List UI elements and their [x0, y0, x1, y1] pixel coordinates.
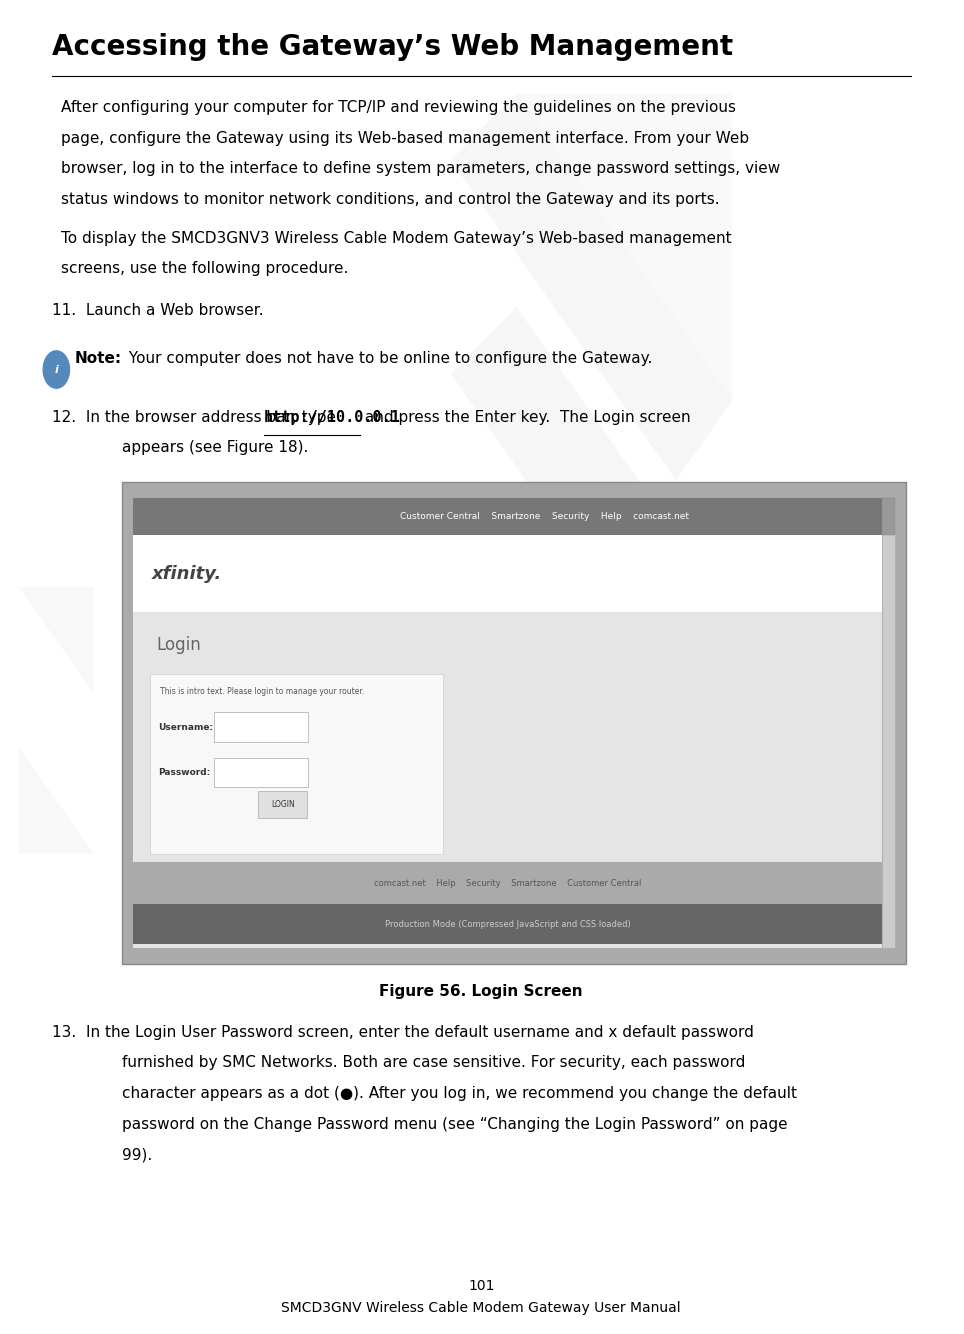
Text: xfinity.: xfinity. — [152, 564, 223, 583]
FancyBboxPatch shape — [122, 482, 906, 964]
Text: LOGIN: LOGIN — [271, 800, 295, 808]
FancyBboxPatch shape — [258, 791, 308, 818]
Text: browser, log in to the interface to define system parameters, change password se: browser, log in to the interface to defi… — [61, 161, 780, 176]
FancyBboxPatch shape — [150, 674, 443, 854]
Text: status windows to monitor network conditions, and control the Gateway and its po: status windows to monitor network condit… — [61, 192, 720, 207]
Text: Note:: Note: — [75, 351, 122, 366]
FancyBboxPatch shape — [882, 498, 895, 535]
Text: Production Mode (Compressed JavaScript and CSS loaded): Production Mode (Compressed JavaScript a… — [385, 920, 630, 928]
Text: Your computer does not have to be online to configure the Gateway.: Your computer does not have to be online… — [124, 351, 653, 366]
Text: appears (see Figure 18).: appears (see Figure 18). — [122, 440, 308, 455]
FancyBboxPatch shape — [882, 498, 895, 948]
Text: 13.  In the Login User Password screen, enter the default username and x default: 13. In the Login User Password screen, e… — [52, 1025, 754, 1039]
Circle shape — [43, 351, 69, 388]
Text: furnished by SMC Networks. Both are case sensitive. For security, each password: furnished by SMC Networks. Both are case… — [122, 1055, 745, 1070]
Text: Figure 56. Login Screen: Figure 56. Login Screen — [380, 984, 583, 999]
Polygon shape — [206, 834, 281, 880]
FancyBboxPatch shape — [133, 862, 882, 904]
Text: After configuring your computer for TCP/IP and reviewing the guidelines on the p: After configuring your computer for TCP/… — [61, 100, 736, 115]
Polygon shape — [451, 307, 733, 694]
FancyBboxPatch shape — [133, 535, 882, 612]
Text: SMCD3GNV Wireless Cable Modem Gateway User Manual: SMCD3GNV Wireless Cable Modem Gateway Us… — [281, 1301, 681, 1314]
Text: comcast.net    Help    Security    Smartzone    Customer Central: comcast.net Help Security Smartzone Cust… — [374, 879, 641, 887]
Text: and press the Enter key.  The Login screen: and press the Enter key. The Login scree… — [360, 410, 690, 424]
Polygon shape — [451, 93, 733, 480]
Text: i: i — [54, 364, 58, 375]
Text: Password:: Password: — [158, 768, 210, 776]
Text: page, configure the Gateway using its Web-based management interface. From your : page, configure the Gateway using its We… — [61, 131, 749, 145]
Text: screens, use the following procedure.: screens, use the following procedure. — [61, 261, 348, 276]
Polygon shape — [18, 587, 94, 694]
FancyBboxPatch shape — [214, 758, 308, 787]
Text: This is intro text. Please login to manage your router.: This is intro text. Please login to mana… — [160, 687, 363, 696]
Text: Customer Central    Smartzone    Security    Help    comcast.net: Customer Central Smartzone Security Help… — [400, 512, 689, 520]
Text: Username:: Username: — [158, 723, 213, 731]
FancyBboxPatch shape — [133, 904, 882, 944]
Text: 101: 101 — [468, 1279, 495, 1293]
Text: Accessing the Gateway’s Web Management: Accessing the Gateway’s Web Management — [52, 33, 733, 61]
Text: password on the Change Password menu (see “Changing the Login Password” on page: password on the Change Password menu (se… — [122, 1117, 788, 1131]
Text: To display the SMCD3GNV3 Wireless Cable Modem Gateway’s Web-based management: To display the SMCD3GNV3 Wireless Cable … — [61, 231, 732, 245]
FancyBboxPatch shape — [214, 712, 308, 742]
Text: character appears as a dot (●). After you log in, we recommend you change the de: character appears as a dot (●). After yo… — [122, 1086, 797, 1101]
Polygon shape — [517, 93, 733, 400]
FancyBboxPatch shape — [133, 498, 882, 535]
Text: Login: Login — [157, 636, 201, 654]
Polygon shape — [18, 747, 94, 854]
FancyBboxPatch shape — [133, 612, 882, 948]
Text: 11.  Launch a Web browser.: 11. Launch a Web browser. — [52, 303, 263, 317]
Text: 12.  In the browser address bar, type: 12. In the browser address bar, type — [52, 410, 340, 424]
Text: http://10.0.0.1: http://10.0.0.1 — [264, 410, 401, 424]
Text: 99).: 99). — [122, 1147, 152, 1162]
